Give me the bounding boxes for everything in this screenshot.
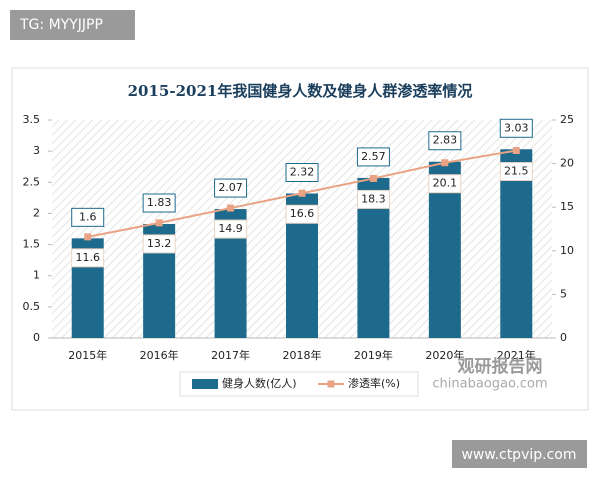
line-label-box (142, 234, 176, 254)
y-tick-label: 2 (33, 206, 40, 219)
line-label-box (285, 204, 319, 224)
bar-label-box (428, 131, 462, 151)
y-tick-label: 3.5 (23, 113, 41, 126)
y2-tick-label: 25 (560, 113, 574, 126)
line-label-box (356, 189, 390, 209)
watermark-text: TG: MYYJJPP (19, 17, 103, 33)
y2-tick-label: 20 (560, 157, 574, 170)
line-label: 16.6 (290, 207, 315, 220)
bar-label: 1.83 (147, 196, 172, 209)
bar-label: 2.32 (290, 165, 315, 178)
watermark-text: www.ctpvip.com (461, 447, 576, 463)
bar-label: 2.07 (218, 181, 243, 194)
legend-frame (179, 371, 419, 397)
line-label: 13.2 (147, 237, 172, 250)
y2-tick-label: 15 (560, 200, 574, 213)
y2-tick-label: 10 (560, 244, 574, 257)
line-marker (155, 219, 163, 227)
line-label: 11.6 (75, 251, 100, 264)
bar-label: 2.83 (433, 134, 458, 147)
legend-swatch (327, 380, 335, 388)
line-label-box (428, 174, 462, 194)
line-label: 20.1 (433, 177, 458, 190)
y-tick-label: 2.5 (23, 175, 41, 188)
line-label: 21.5 (504, 165, 529, 178)
y2-tick-label: 5 (560, 287, 567, 300)
y2-tick-label: 0 (560, 331, 567, 344)
y-tick-label: 1.5 (23, 238, 41, 251)
x-tick-label: 2017年 (211, 348, 250, 362)
logo-text: 观研报告网 (457, 356, 543, 377)
y-tick-label: 0 (33, 331, 40, 344)
line-marker (512, 147, 520, 155)
line-label-box (214, 219, 248, 239)
bar-label: 1.6 (79, 210, 97, 223)
bar-label-box (285, 162, 319, 182)
line-marker (298, 189, 306, 197)
legend-label: 健身人数(亿人) (222, 376, 297, 390)
chart-title: 2015-2021年我国健身人数及健身人群渗透率情况 (128, 82, 473, 100)
x-tick-label: 2019年 (354, 348, 393, 362)
line-marker (227, 204, 235, 212)
line-marker (369, 174, 377, 182)
bar-label-box (142, 193, 176, 213)
x-tick-label: 2021年 (497, 348, 536, 362)
bar-label: 2.57 (361, 150, 386, 163)
watermark-box (10, 10, 135, 40)
bar-label-box (71, 207, 105, 227)
bar-label-box (214, 178, 248, 198)
legend-label: 渗透率(%) (348, 376, 400, 390)
x-tick-label: 2015年 (68, 348, 107, 362)
line-label-box (499, 162, 533, 182)
line-label-box (71, 248, 105, 268)
y-tick-label: 3 (33, 144, 40, 157)
logo-url: chinabaogao.com (432, 377, 547, 392)
line-marker (84, 233, 92, 241)
watermark-box (452, 440, 587, 468)
line-label: 14.9 (218, 222, 243, 235)
y-tick-label: 0.5 (23, 300, 41, 313)
bar-label-box (356, 147, 390, 167)
bar-label-box (499, 118, 533, 138)
x-tick-label: 2020年 (425, 348, 464, 362)
x-tick-label: 2016年 (140, 348, 179, 362)
y-tick-label: 1 (33, 269, 40, 282)
line-label: 18.3 (361, 192, 386, 205)
bar-label: 3.03 (504, 121, 529, 134)
legend-swatch (192, 379, 218, 389)
line-marker (441, 159, 449, 167)
x-tick-label: 2018年 (283, 348, 322, 362)
